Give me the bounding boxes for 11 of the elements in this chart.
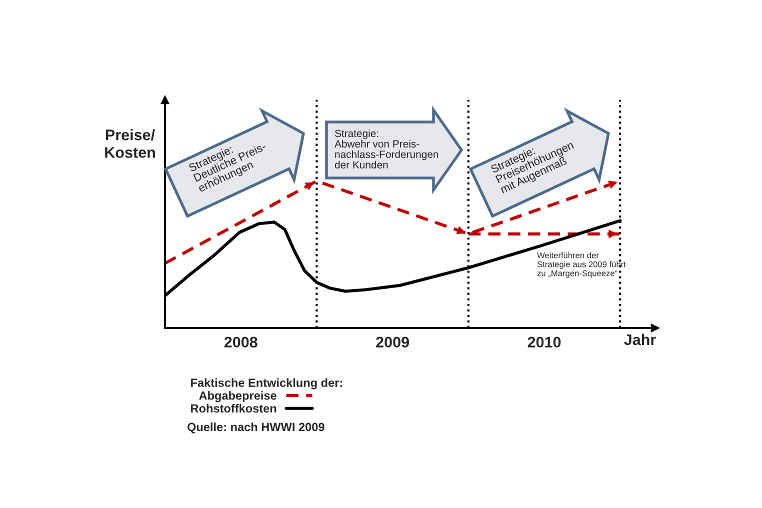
y-axis-title: Preise/ Kosten — [105, 129, 155, 158]
source-note: Quelle: nach HWWI 2009 — [187, 422, 324, 434]
legend-label: Rohstoffkosten — [191, 404, 276, 413]
x-axis-title: Jahr — [624, 334, 656, 346]
legend-label: Abgabepreise — [199, 391, 276, 402]
x-tick-label: 2008 — [224, 336, 258, 348]
annotation: Weiterführen der Strategie aus 2009 führt zu „Margen-Squeeze“ — [537, 252, 626, 278]
x-tick-label: 2009 — [376, 336, 409, 348]
x-tick-label: 2010 — [528, 336, 561, 348]
text: Strategie: Abwehr von Preis- nachlass-Forderungen der Kunden — [334, 129, 438, 168]
legend-title: Faktische Entwicklung der: — [191, 378, 342, 390]
